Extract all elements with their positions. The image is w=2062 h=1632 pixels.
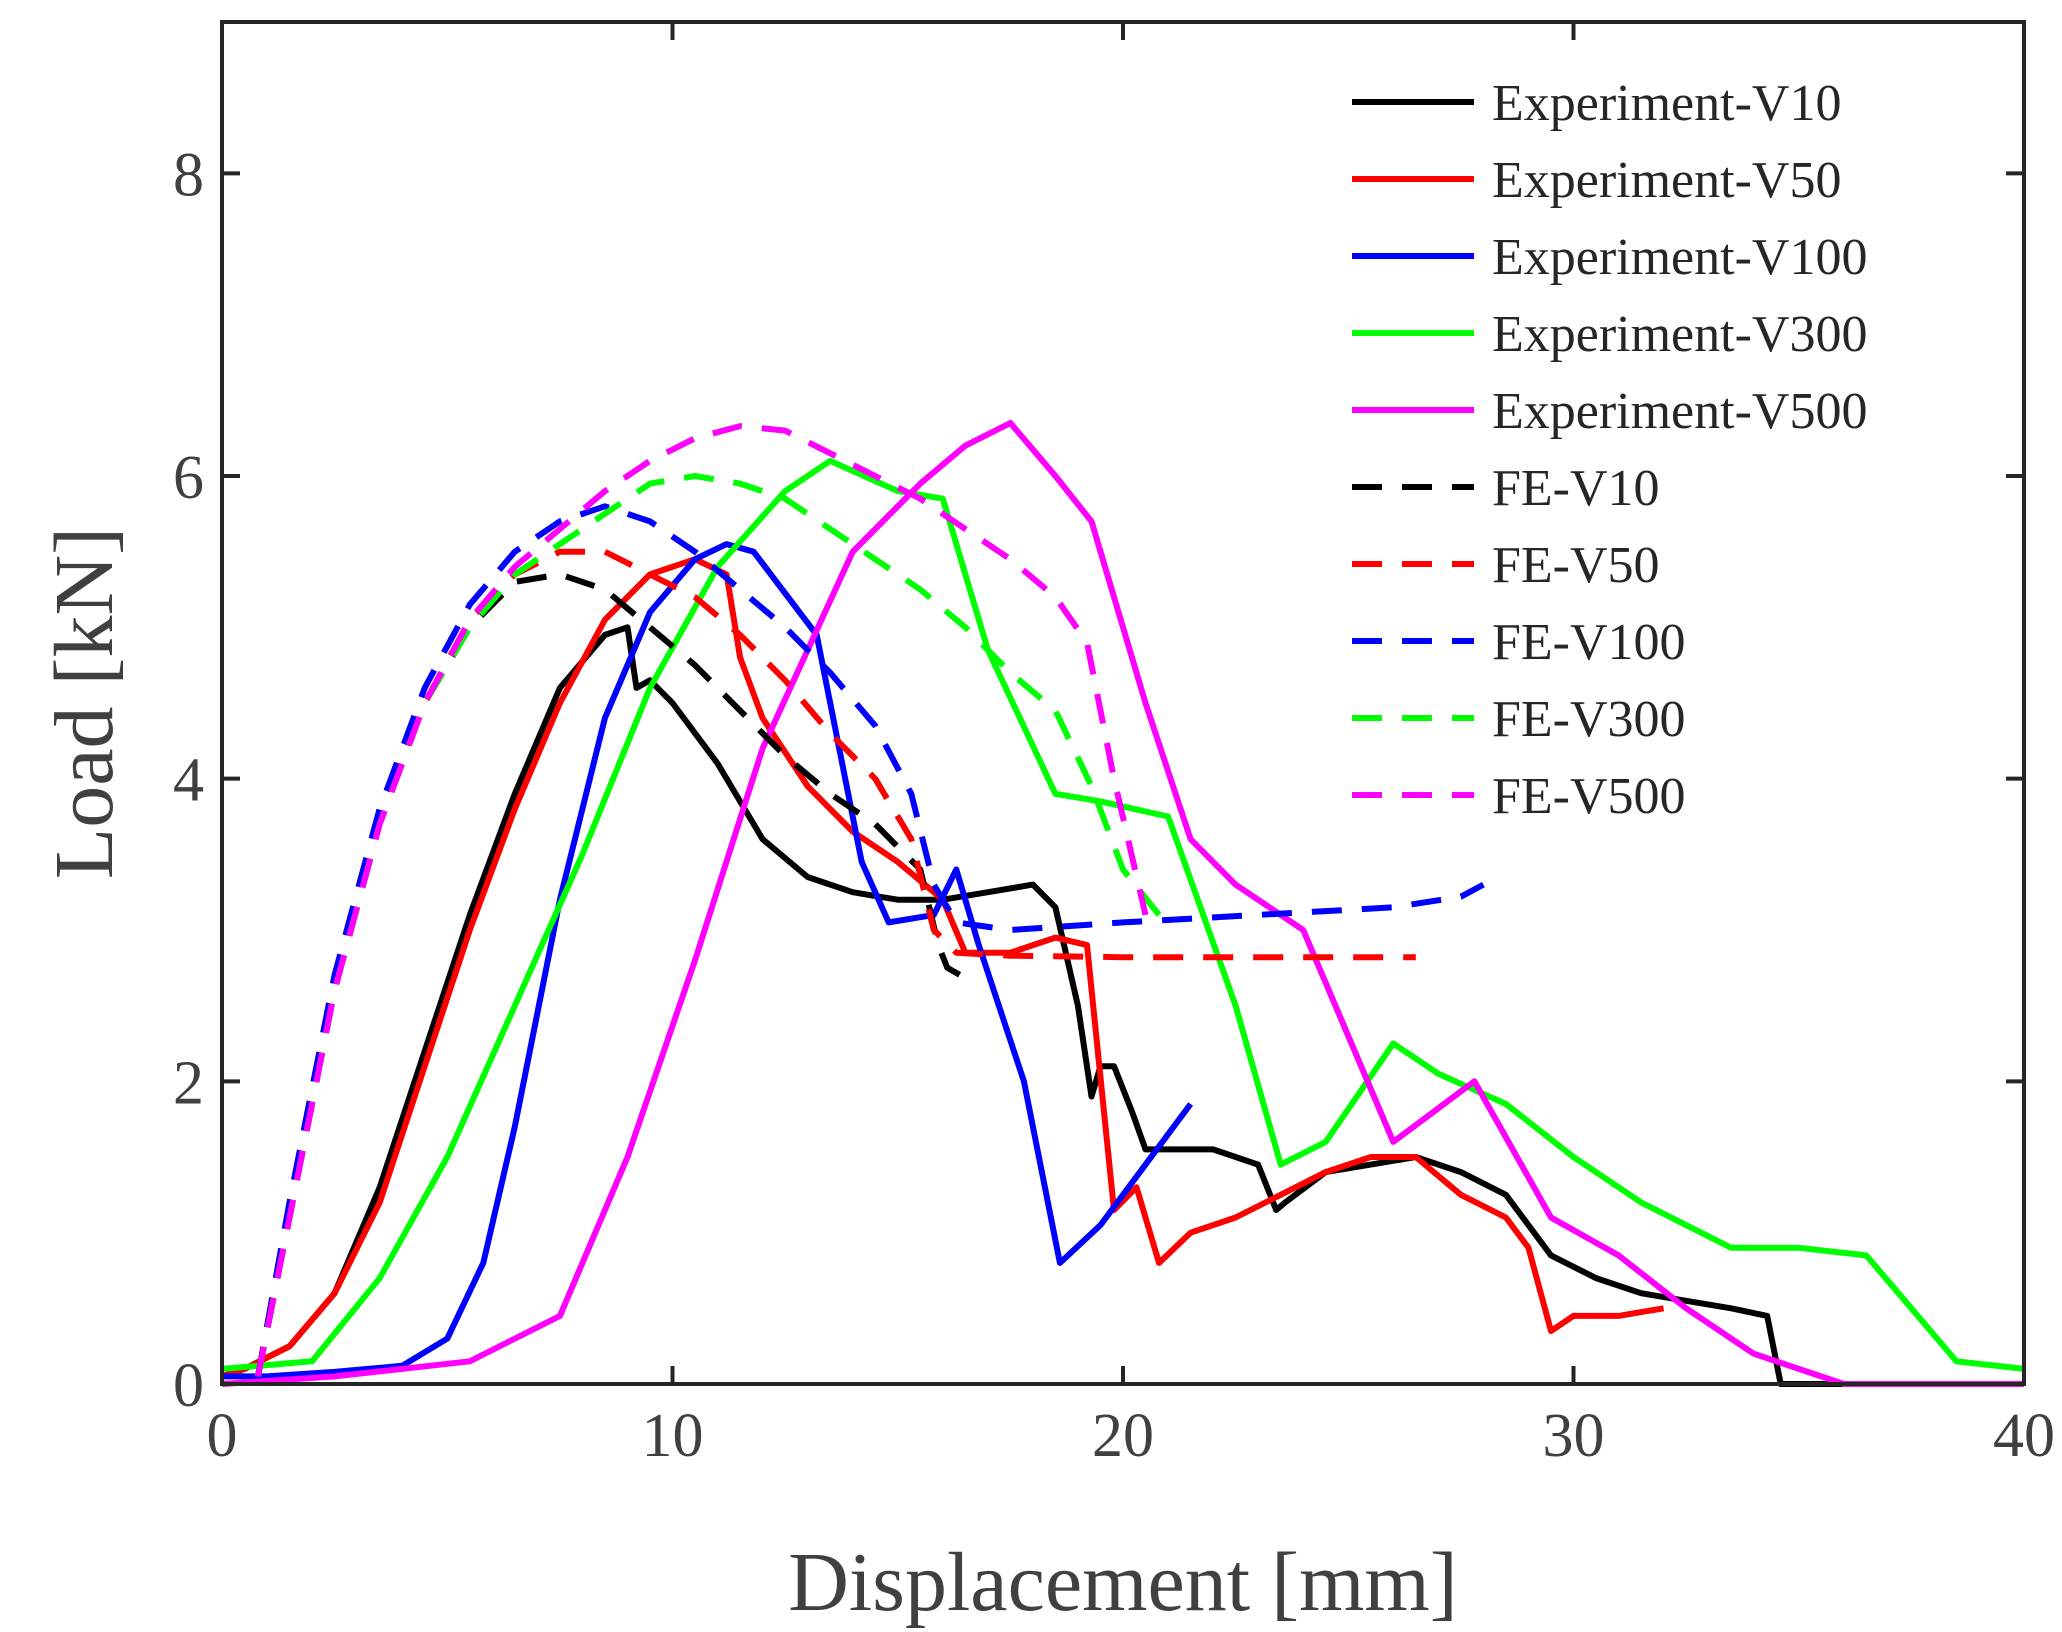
y-tick-label: 4 <box>173 747 204 815</box>
y-tick-label: 6 <box>173 444 204 512</box>
series-line-fe-v300 <box>255 473 1162 1377</box>
legend-label-experiment-v500: Experiment-V500 <box>1492 383 1867 440</box>
series-line-experiment-v300 <box>221 457 2025 1372</box>
x-tick-label: 30 <box>1543 1402 1605 1470</box>
y-axis-label: Load [kN] <box>38 527 131 879</box>
series-layer <box>221 420 2025 1387</box>
series-line-fe-v100 <box>255 503 1485 1377</box>
series-line-experiment-v500 <box>221 420 2024 1387</box>
x-tick-label: 40 <box>1993 1402 2055 1470</box>
legend-label-fe-v500: FE-V500 <box>1492 768 1686 825</box>
y-tick-label: 2 <box>173 1049 204 1117</box>
y-tick-label: 0 <box>173 1352 204 1420</box>
series-line-experiment-v100 <box>222 541 1194 1380</box>
legend-label-fe-v50: FE-V50 <box>1492 537 1660 594</box>
x-tick-label: 20 <box>1092 1402 1154 1470</box>
x-tick-label: 0 <box>207 1402 238 1470</box>
legend-label-experiment-v100: Experiment-V100 <box>1492 229 1867 286</box>
series-line-experiment-v10 <box>221 624 2024 1387</box>
y-tick-label: 8 <box>173 141 204 209</box>
x-axis-label: Displacement [mm] <box>788 1536 1457 1629</box>
legend: Experiment-V10 Experiment-V50 Experiment-V… <box>1352 75 1867 825</box>
legend-label-fe-v100: FE-V100 <box>1492 614 1686 671</box>
legend-label-fe-v10: FE-V10 <box>1492 460 1660 517</box>
series-line-fe-v500 <box>255 423 1149 1377</box>
tick-layer: 0 10 20 30 40 0 2 4 6 8 <box>173 22 2055 1470</box>
legend-label-experiment-v300: Experiment-V300 <box>1492 306 1867 363</box>
x-tick-label: 10 <box>642 1402 704 1470</box>
legend-label-experiment-v10: Experiment-V10 <box>1492 75 1841 132</box>
legend-label-fe-v300: FE-V300 <box>1492 691 1686 748</box>
legend-label-experiment-v50: Experiment-V50 <box>1492 152 1841 209</box>
